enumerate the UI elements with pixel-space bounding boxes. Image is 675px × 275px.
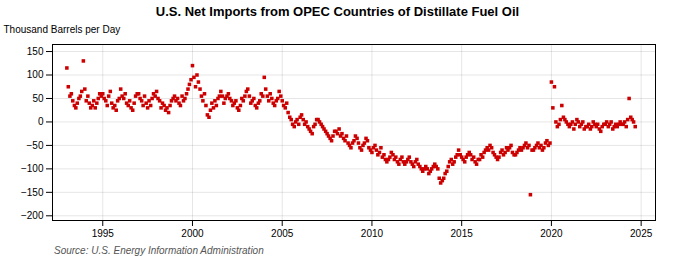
svg-text:2020: 2020 <box>540 228 563 239</box>
html-text:Source: U.S. Energy Informatio: Source: U.S. Energy Information Administ… <box>54 245 264 256</box>
svg-text:2010: 2010 <box>361 228 384 239</box>
svg-text:50: 50 <box>32 93 44 104</box>
svg-text:−200: −200 <box>21 210 44 221</box>
svg-text:100: 100 <box>27 69 44 80</box>
svg-text:−50: −50 <box>27 140 44 151</box>
svg-text:Thousand Barrels per Day: Thousand Barrels per Day <box>4 24 121 35</box>
svg-text:2000: 2000 <box>181 228 204 239</box>
svg-text:2005: 2005 <box>271 228 294 239</box>
svg-text:1995: 1995 <box>92 228 115 239</box>
svg-text:0: 0 <box>38 116 44 127</box>
svg-text:−100: −100 <box>21 163 44 174</box>
svg-text:2025: 2025 <box>630 228 653 239</box>
svg-text:2015: 2015 <box>451 228 474 239</box>
html-text:U.S. Net Imports from OPEC Cou: U.S. Net Imports from OPEC Countries of … <box>155 4 520 19</box>
svg-text:150: 150 <box>27 46 44 57</box>
svg-text:−150: −150 <box>21 187 44 198</box>
